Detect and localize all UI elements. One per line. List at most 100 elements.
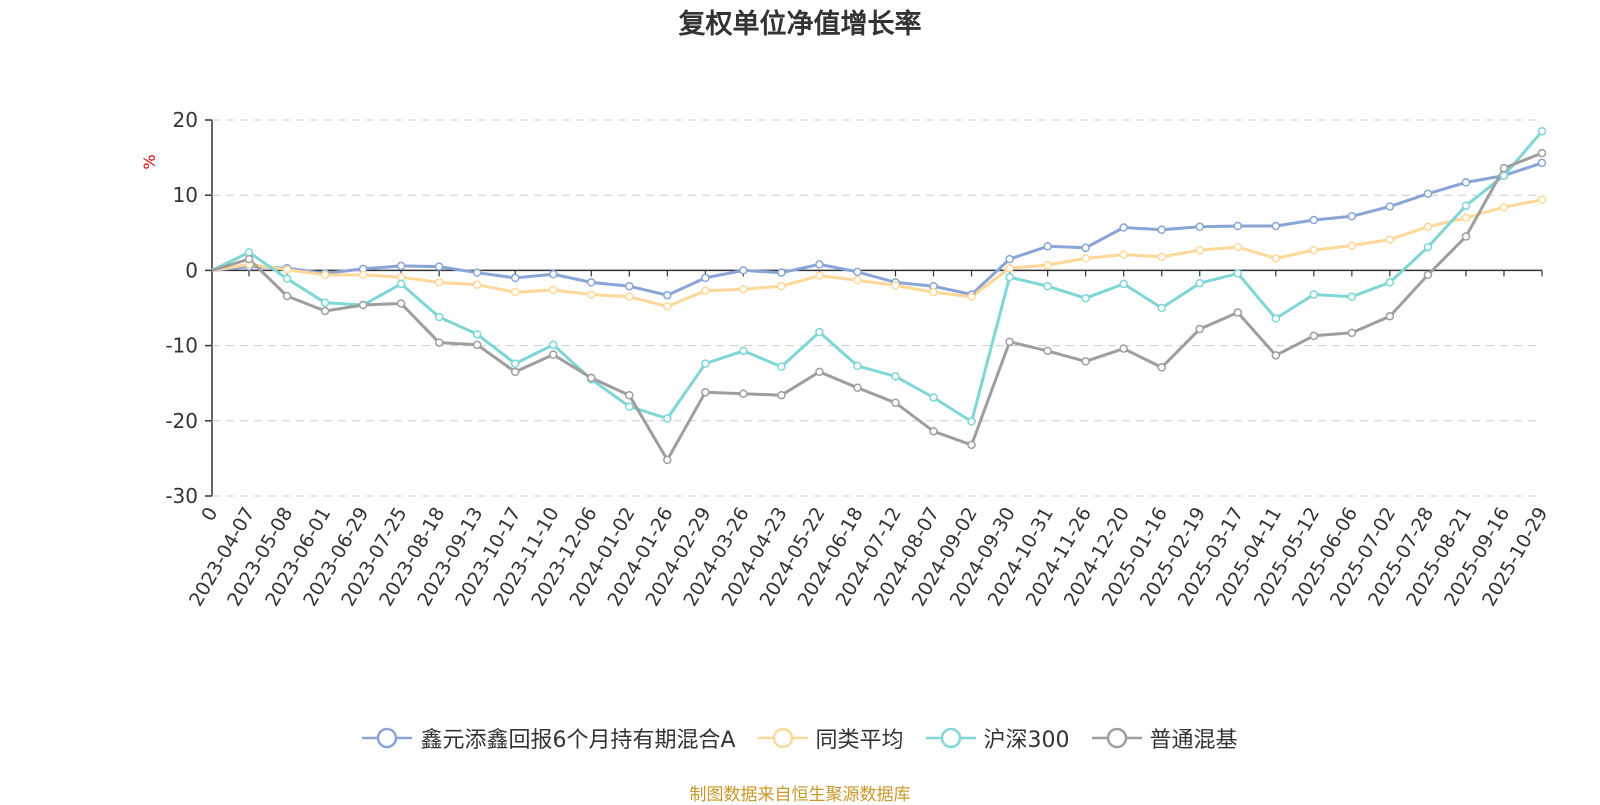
data-point [1461,201,1471,210]
data-point [1043,242,1052,251]
data-point [777,268,786,277]
data-point [510,367,520,377]
data-point [1081,293,1090,303]
data-point [739,389,748,398]
data-point [1195,222,1204,232]
data-point [1537,195,1547,204]
legend-label: 沪深300 [983,728,1070,753]
data-point [1423,242,1433,252]
data-point [1461,232,1471,241]
legend: 鑫元添鑫回报6个月持有期混合A 同类平均 沪深300 普通混基 [0,722,1600,754]
series-line-3 [211,151,1543,462]
data-point [1347,292,1357,301]
data-point [739,346,748,356]
data-point [929,393,938,402]
data-point [1271,221,1281,231]
data-point [815,327,824,337]
data-point [1157,363,1166,372]
data-point [1271,254,1281,263]
data-point [1157,303,1166,313]
data-point [701,273,710,283]
data-point [358,270,368,280]
data-point [739,284,748,294]
data-point [1423,222,1433,232]
data-point [1081,243,1090,253]
data-point [1233,221,1243,231]
data-point [1043,260,1052,270]
data-point [1347,212,1357,221]
data-point [244,248,254,257]
data-point [434,278,444,287]
data-point [510,359,520,368]
data-point [1157,252,1166,262]
data-point [891,398,900,408]
data-point [1043,281,1052,291]
data-point [548,285,558,295]
data-point [701,359,710,368]
data-point [1271,314,1281,323]
y-tick-label: 20 [173,108,198,132]
data-point [396,299,406,308]
legend-item-3[interactable]: 普通混基 [1091,722,1238,754]
data-point [396,279,406,289]
data-point [587,290,596,299]
legend-label: 普通混基 [1149,728,1238,753]
data-point [1233,269,1243,278]
data-point [625,292,634,301]
data-point [1119,279,1128,289]
data-point [1195,245,1204,255]
data-point [1385,312,1395,321]
data-point [1119,250,1128,259]
data-point [320,270,330,280]
data-point [663,290,672,300]
data-point [777,362,786,371]
data-point [1537,127,1547,136]
data-point [472,340,482,350]
data-point [967,440,976,450]
data-point [1385,278,1395,287]
y-axis-label: % [140,154,159,169]
legend-item-1[interactable]: 同类平均 [757,722,904,754]
data-point [1005,337,1014,347]
data-point [548,269,558,279]
chart-title: 复权单位净值增长率 [678,9,922,40]
data-point [891,372,900,381]
data-point [1005,263,1014,273]
legend-marker-icon [362,727,413,749]
data-point [472,330,482,339]
data-point [1499,163,1509,173]
data-point [396,272,406,282]
data-point [701,387,710,397]
data-point [1119,223,1128,232]
data-point [1119,344,1128,353]
data-point [1537,148,1547,158]
data-point [472,268,482,277]
legend-item-2[interactable]: 沪深300 [925,722,1070,754]
series-line-1 [211,198,1543,308]
data-point [701,286,710,295]
data-point [739,266,748,275]
data-point [853,361,862,371]
y-tick-label: -10 [165,334,198,358]
y-tick-label: -30 [165,484,198,508]
y-tick-label: 10 [173,183,198,207]
data-point [1233,242,1243,252]
legend-item-0[interactable]: 鑫元添鑫回报6个月持有期混合A [362,722,736,754]
data-point [625,390,634,400]
data-point [510,287,520,297]
data-point [434,312,444,322]
data-point [663,414,672,423]
source-note: 制图数据来自恒生聚源数据库 [689,785,911,805]
series-line-2 [211,130,1544,424]
data-point [358,300,368,310]
data-point [1385,202,1395,211]
data-point [1461,213,1471,223]
data-point [282,274,292,283]
data-point [1385,235,1395,244]
legend-marker-icon [925,727,976,749]
data-point [663,455,672,465]
data-point [929,427,938,436]
data-point [853,275,862,285]
data-point [282,291,292,301]
data-point [587,278,596,287]
